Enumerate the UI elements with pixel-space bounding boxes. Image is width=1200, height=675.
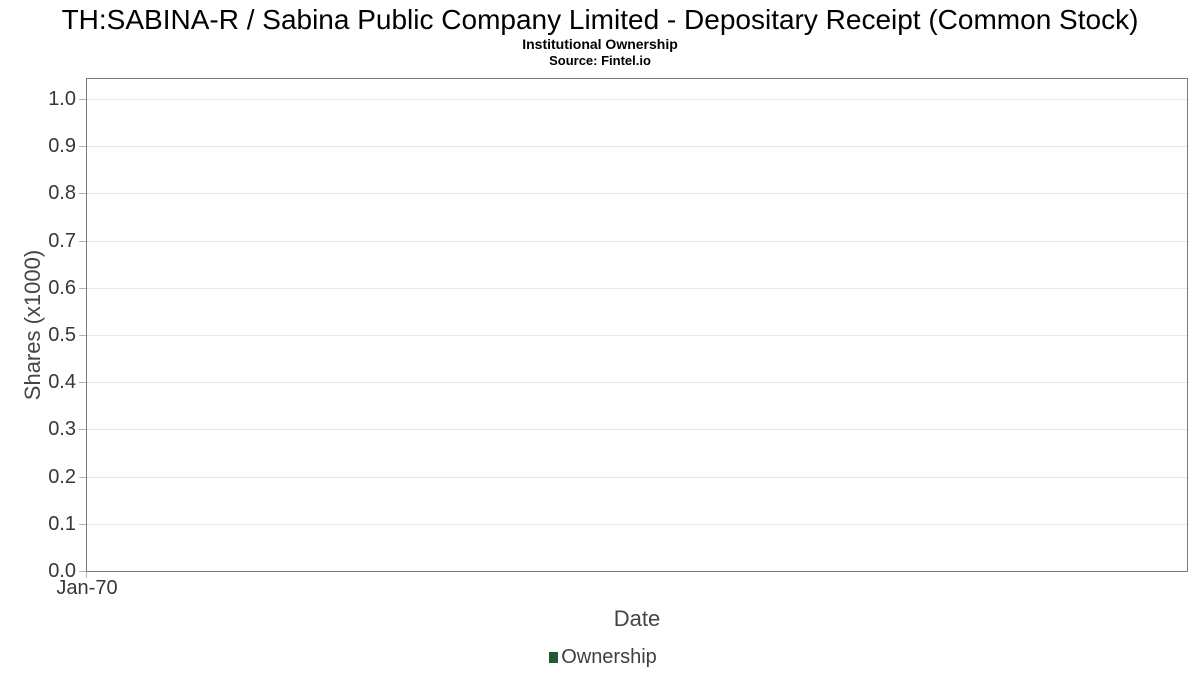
x-tick-label: Jan-70	[56, 577, 118, 599]
y-tick-label: 0.4	[48, 371, 76, 393]
y-tick-label: 0.2	[48, 466, 76, 488]
legend: Ownership	[0, 645, 1200, 669]
y-tick-label: 0.0	[48, 560, 76, 582]
y-tick-label: 1.0	[48, 88, 76, 110]
y-tick-mark	[79, 146, 86, 147]
y-tick-mark	[79, 571, 86, 572]
chart-source: Source: Fintel.io	[549, 53, 651, 68]
gridline	[87, 429, 1187, 430]
x-axis-title: Date	[613, 606, 661, 631]
y-tick-label: 0.8	[48, 182, 76, 204]
y-tick-label: 0.3	[48, 418, 76, 440]
gridline	[87, 241, 1187, 242]
y-tick-mark	[79, 241, 86, 242]
chart-title: TH:SABINA-R / Sabina Public Company Limi…	[61, 4, 1139, 35]
y-tick-label: 0.5	[48, 324, 76, 346]
legend-label: Ownership	[561, 646, 657, 668]
chart-subtitle: Institutional Ownership	[522, 36, 678, 52]
y-tick-mark	[79, 193, 86, 194]
gridline	[87, 193, 1187, 194]
y-tick-mark	[79, 429, 86, 430]
y-tick-mark	[79, 99, 86, 100]
gridline	[87, 146, 1187, 147]
y-tick-mark	[79, 335, 86, 336]
legend-marker-square-icon	[549, 651, 559, 663]
gridline	[87, 335, 1187, 336]
y-axis-title: Shares (x1000)	[20, 249, 45, 401]
y-tick-label: 0.1	[48, 513, 76, 535]
y-tick-mark	[79, 477, 86, 478]
gridline	[87, 382, 1187, 383]
plot-area	[86, 78, 1188, 572]
y-tick-mark	[79, 382, 86, 383]
gridline	[87, 99, 1187, 100]
y-tick-mark	[79, 524, 86, 525]
y-tick-label: 0.9	[48, 135, 76, 157]
x-tick-mark	[86, 572, 87, 578]
y-tick-label: 0.6	[48, 277, 76, 299]
gridline	[87, 477, 1187, 478]
y-tick-label: 0.7	[48, 230, 76, 252]
gridline	[87, 524, 1187, 525]
legend-item-ownership[interactable]: Ownership	[549, 645, 657, 669]
gridline	[87, 288, 1187, 289]
y-tick-mark	[79, 288, 86, 289]
